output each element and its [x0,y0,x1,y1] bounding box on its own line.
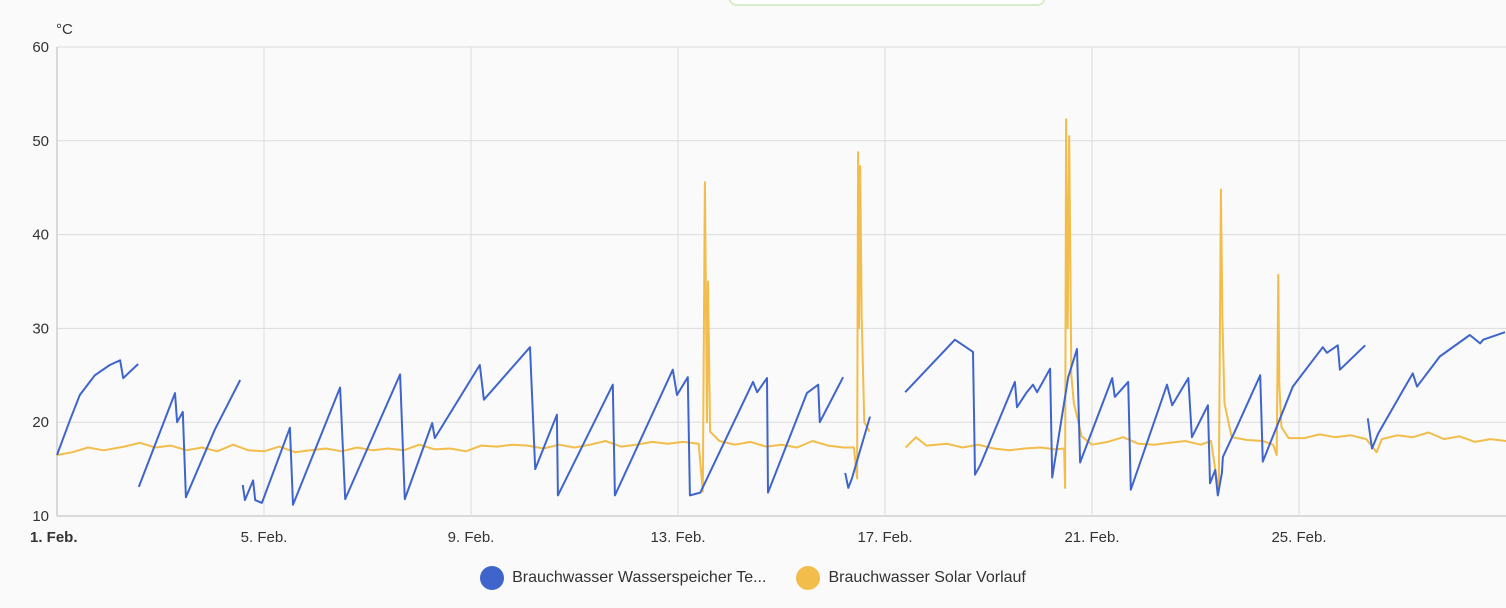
legend: Brauchwasser Wasserspeicher Te... Brauch… [0,566,1506,590]
x-tick-label: 1. Feb. [30,529,78,546]
series-line-segment [56,151,871,493]
series-line-segment [904,338,1366,497]
y-tick-label: 40 [32,227,49,244]
legend-label: Brauchwasser Wasserspeicher Te... [512,569,767,586]
legend-item-storage-temp[interactable]: Brauchwasser Wasserspeicher Te... [480,566,766,590]
series-line-segment [1366,331,1506,450]
series-line-segment [904,118,1506,494]
series-lines [56,118,1506,506]
legend-dot-blue-icon [480,566,505,590]
x-axis: 1. Feb. 5. Feb. 9. Feb. 13. Feb. 17. Feb. 21.… [30,529,1327,546]
x-tick-label: 5. Feb. [241,529,288,546]
temperature-chart: 10 20 30 40 50 60 1. Feb. 5. Feb. 9. Feb. 13. Fe… [30,21,1506,546]
series-line-segment [56,359,139,456]
series-line-segment [241,346,844,506]
y-axis: 10 20 30 40 50 60 [32,39,49,525]
x-tick-label: 9. Feb. [448,529,495,546]
series-line-segment [844,416,871,489]
y-tick-label: 30 [32,320,49,337]
x-tick-label: 17. Feb. [857,529,912,546]
y-tick-label: 50 [32,133,49,150]
y-tick-label: 60 [32,39,49,56]
x-tick-label: 25. Feb. [1271,529,1326,546]
y-tick-label: 20 [32,414,49,431]
x-tick-label: 21. Feb. [1064,529,1119,546]
grid [56,46,1506,517]
legend-dot-yellow-icon [796,566,821,590]
series-line-segment [137,379,242,499]
y-tick-label: 10 [32,508,49,525]
legend-item-solar-flow[interactable]: Brauchwasser Solar Vorlauf [796,566,1026,590]
x-tick-label: 13. Feb. [650,529,705,546]
legend-label: Brauchwasser Solar Vorlauf [828,569,1026,586]
y-axis-unit: °C [56,21,73,38]
